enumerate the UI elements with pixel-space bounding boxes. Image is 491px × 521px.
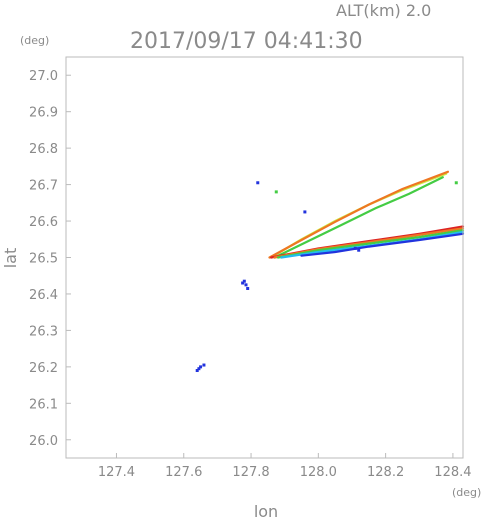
echo-series-line: [300, 232, 465, 257]
y-tick-label: 26.9: [29, 106, 58, 121]
x-ticks: 127.4 127.6 127.8 128.0 128.2 128.4: [98, 453, 472, 480]
echo-point: [454, 181, 458, 185]
echo-point: [244, 283, 248, 287]
y-tick-label: 26.0: [29, 434, 58, 449]
chart-title: 2017/09/17 04:41:30: [130, 29, 363, 54]
x-tick-label: 128.2: [367, 465, 404, 480]
y-tick-label: 26.5: [29, 252, 58, 267]
echo-point: [199, 365, 203, 369]
y-axis-label: lat: [1, 248, 20, 269]
echo-point: [241, 281, 245, 285]
echo-point: [246, 286, 250, 290]
echo-point: [195, 369, 199, 373]
y-tick-label: 26.7: [29, 179, 58, 194]
plot-area: 127.4 127.6 127.8 128.0 128.2 128.4 26.026.12…: [29, 56, 472, 480]
altitude-label: ALT(km) 2.0: [336, 1, 431, 20]
y-ticks: 26.0 26.1 26.2 26.3 26.4 26.5 26.6 26.7 26.8 26.9…: [29, 69, 71, 449]
echo-series-line: [273, 176, 444, 259]
x-tick-label: 128.0: [300, 465, 337, 480]
x-tick-label: 128.4: [434, 465, 471, 480]
echo-point: [197, 367, 201, 371]
y-tick-label: 26.1: [29, 397, 58, 412]
echo-point: [353, 246, 357, 250]
x-tick-label: 127.8: [232, 465, 269, 480]
echo-point: [256, 181, 260, 185]
echo-point: [274, 190, 278, 194]
y-unit-label: (deg): [20, 34, 49, 47]
echo-point: [242, 279, 246, 283]
y-tick-label: 26.6: [29, 215, 58, 230]
x-axis-label: lon: [254, 502, 278, 521]
plot-frame: [65, 56, 464, 459]
echo-point: [303, 210, 307, 214]
echo-series-line: [268, 170, 449, 259]
x-tick-label: 127.4: [98, 465, 135, 480]
x-tick-label: 127.6: [165, 465, 202, 480]
echo-point: [202, 363, 206, 367]
y-tick-label: 26.8: [29, 142, 58, 157]
data-marks: [195, 170, 465, 373]
y-tick-label: 26.4: [29, 288, 58, 303]
y-tick-label: 27.0: [29, 69, 58, 84]
y-tick-label: 26.3: [29, 324, 58, 339]
x-unit-label: (deg): [452, 486, 481, 499]
y-tick-label: 26.2: [29, 361, 58, 376]
echo-series-line: [276, 229, 465, 259]
echo-point: [357, 248, 361, 252]
